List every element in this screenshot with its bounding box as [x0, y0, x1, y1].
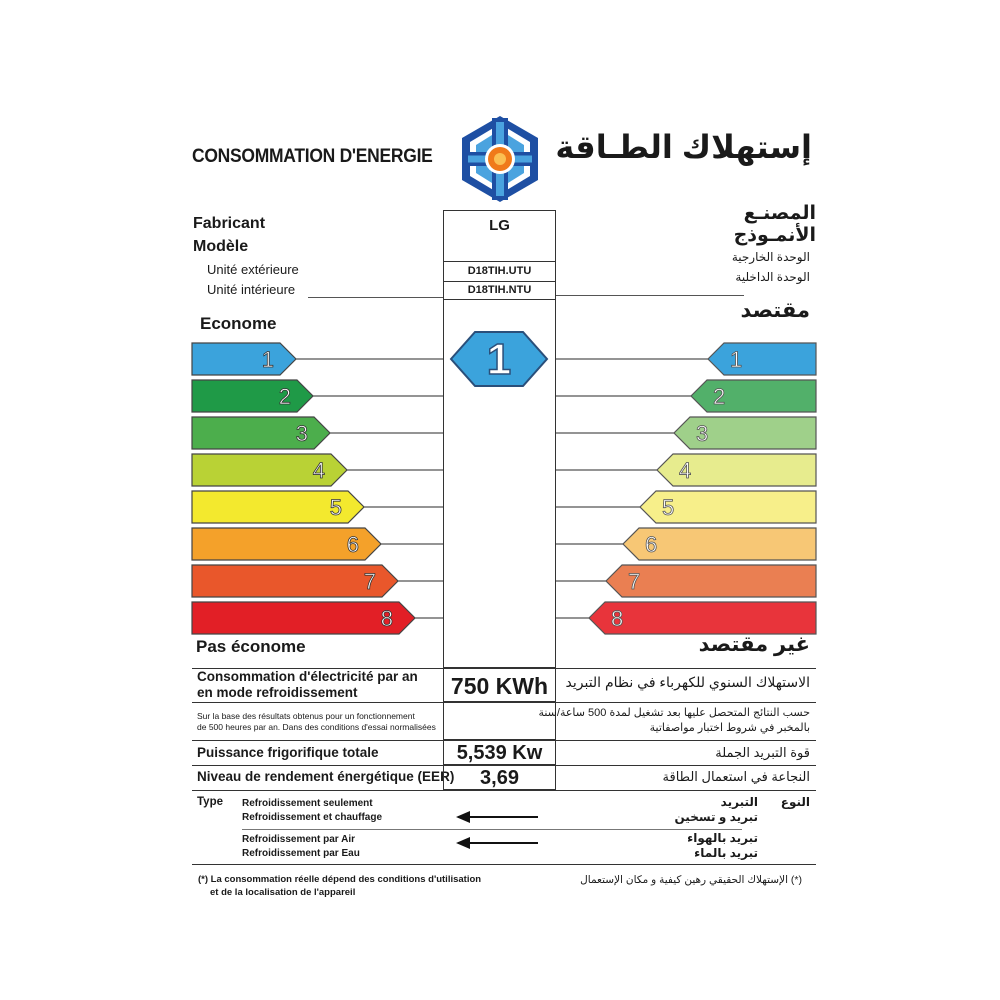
consumption-note: Sur la base des résultats obtenus pour u… [197, 711, 436, 732]
energy-agency-logo-icon [462, 116, 538, 202]
arrow-left-icon [456, 837, 538, 849]
energy-class-bar-left [191, 379, 314, 413]
energy-class-bar-right [588, 601, 817, 635]
energy-class-label-right: 6 [645, 532, 657, 557]
consumption-cell: 750 KWh [443, 668, 556, 702]
fabricant-label-arabic: المصنـع [743, 203, 816, 224]
unite-exterieure-label: Unité extérieure [207, 262, 299, 277]
energy-class-bar-right [605, 564, 817, 598]
type-label: Type [197, 796, 223, 808]
energy-class-label-right: 2 [713, 384, 725, 409]
consumption-note-arabic: حسب النتائج المتحصل عليها بعد تشغيل لمدة… [538, 707, 810, 734]
energy-class-bar-right [622, 527, 817, 561]
title-french: CONSOMMATION D'ENERGIE [192, 146, 433, 167]
consumption-value: 750 KWh [450, 673, 549, 699]
energy-class-bar-left [191, 342, 297, 376]
econome-label-arabic: مقتصد [740, 299, 810, 322]
energy-class-bar-right [673, 416, 817, 450]
energy-class-label-left: 7 [364, 569, 376, 594]
unite-interieure-value: D18TIH.NTU [467, 284, 532, 296]
energy-class-label-right: 3 [696, 421, 708, 446]
energy-class-label-right: 4 [679, 458, 691, 483]
modele-label: Modèle [193, 238, 249, 255]
power-value: 5,539 Kw [456, 742, 543, 764]
energy-class-label-right: 5 [662, 495, 674, 520]
energy-class-bar-left [191, 453, 348, 487]
arrow-left-icon [456, 811, 538, 823]
consumption-label-arabic: الاستهلاك السنوي للكهرباء في نظام التبري… [565, 674, 811, 690]
power-label: Puissance frigorifique totale [197, 745, 379, 760]
energy-class-label-left: 2 [279, 384, 291, 409]
energy-class-label-right: 1 [730, 347, 742, 372]
energy-class-bar-right [707, 342, 817, 376]
type-label-arabic: النوع [780, 795, 810, 809]
power-cell: 5,539 Kw [443, 740, 556, 765]
product-info-column: LG D18TIH.UTU D18TIH.NTU [443, 210, 556, 668]
note-cell [443, 702, 556, 740]
modele-label-arabic: الأنمـوذج [733, 225, 816, 246]
energy-class-label-right: 7 [628, 569, 640, 594]
eer-label-arabic: النجاعة في استعمال الطاقة [662, 769, 810, 784]
energy-class-bar-left [191, 527, 382, 561]
eer-value: 3,69 [480, 767, 519, 789]
fabricant-value: LG [489, 217, 510, 234]
power-label-arabic: قوة التبريد الجملة [715, 745, 810, 760]
unite-exterieure-label-arabic: الوحدة الخارجية [731, 250, 810, 264]
unite-exterieure-value: D18TIH.UTU [467, 265, 532, 277]
energy-class-bar-left [191, 601, 416, 635]
type-options-group-2: Refroidissement par Air Refroidissement … [242, 834, 360, 859]
type-options-group-2-arabic: تبريد بالهواء تبريد بالماء [687, 831, 758, 860]
energy-class-bar-right [639, 490, 817, 524]
energy-class-label-left: 8 [381, 606, 393, 631]
fabricant-label: Fabricant [193, 215, 266, 232]
energy-class-label-left: 3 [296, 421, 308, 446]
eer-label: Niveau de rendement énergétique (EER) [197, 769, 455, 784]
energy-class-label-left: 5 [330, 495, 342, 520]
econome-label: Econome [200, 314, 277, 333]
type-options-group-1-arabic: التبريد تبريد و تسخين [674, 795, 759, 824]
unite-interieure-label: Unité intérieure [207, 282, 296, 297]
footnote: (*) La consommation réelle dépend des co… [198, 874, 482, 898]
energy-class-label-right: 8 [611, 606, 623, 631]
energy-class-label-left: 6 [347, 532, 359, 557]
footnote-arabic: (*) الإستهلاك الحقيقي رهين كيفية و مكان … [580, 874, 802, 886]
pas-econome-label-arabic: غير مقتصد [698, 633, 810, 656]
title-arabic: إستهلاك الطـاقة [555, 129, 812, 165]
eer-cell: 3,69 [443, 765, 556, 790]
energy-class-bar-right [690, 379, 817, 413]
unite-interieure-label-arabic: الوحدة الداخلية [735, 270, 810, 284]
energy-class-bar-right [656, 453, 817, 487]
energy-class-bar-left [191, 416, 331, 450]
type-options-group-1: Refroidissement seulement Refroidissemen… [242, 798, 383, 823]
energy-class-bar-left [191, 564, 399, 598]
energy-class-label-left: 4 [313, 458, 325, 483]
pas-econome-label: Pas économe [196, 637, 306, 656]
energy-class-bar-left [191, 490, 365, 524]
consumption-label: Consommation d'électricité par an en mod… [197, 669, 418, 700]
energy-class-label-left: 1 [262, 347, 274, 372]
